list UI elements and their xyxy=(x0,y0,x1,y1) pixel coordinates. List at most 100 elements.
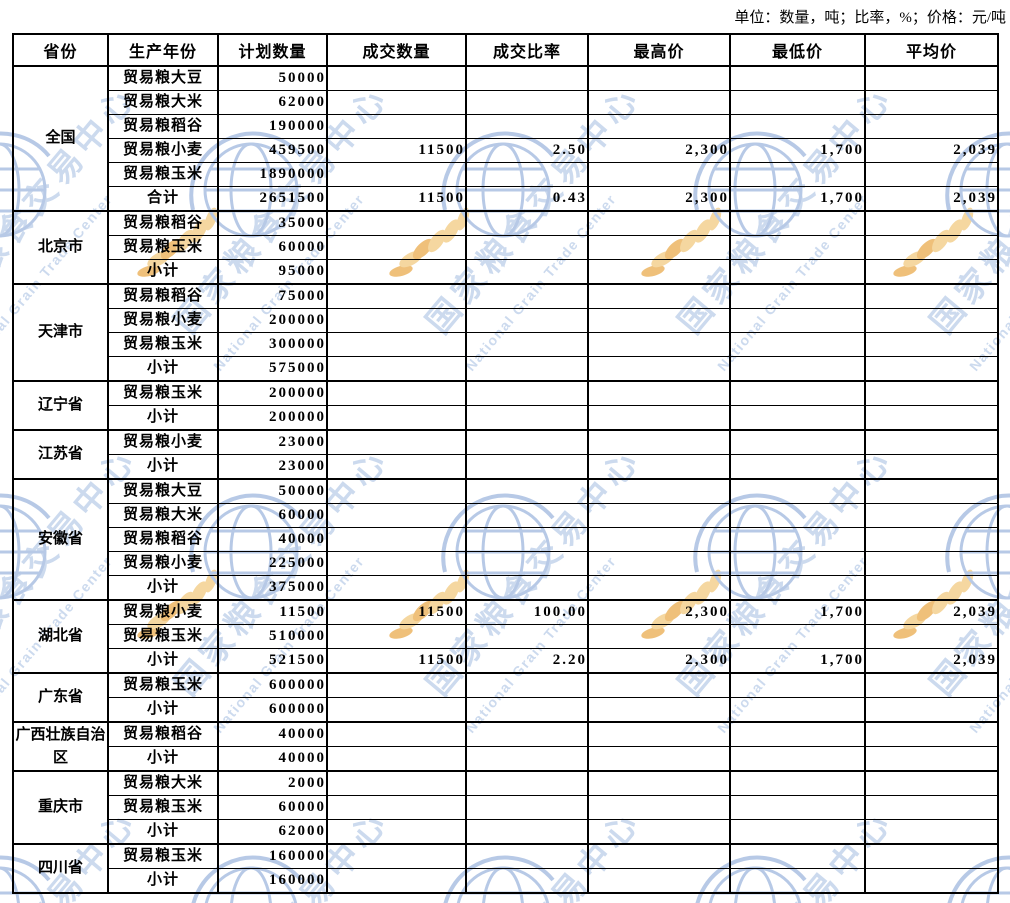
cell-high xyxy=(587,356,731,382)
table-row: 贸易粮稻谷 190000 xyxy=(13,114,999,139)
cell-type: 贸易粮小麦 xyxy=(107,599,219,625)
cell-low: 1,700 xyxy=(729,186,866,212)
cell-type: 小计 xyxy=(107,819,219,845)
cell-avg: 2,039 xyxy=(864,599,999,625)
table-row: 贸易粮稻谷 40000 xyxy=(13,527,999,552)
cell-high xyxy=(587,235,731,260)
table-row: 安徽省 贸易粮大豆 50000 xyxy=(12,478,999,601)
cell-high xyxy=(587,721,731,747)
cell-avg xyxy=(864,746,999,772)
table-row: 贸易粮小麦 459500 11500 2.50 2,300 1,700 2,039 xyxy=(13,138,999,163)
column-header-province: 省份 xyxy=(12,33,109,67)
cell-deal: 11500 xyxy=(326,599,467,625)
cell-plan: 459500 xyxy=(217,138,328,163)
cell-ratio: 100.00 xyxy=(465,599,589,625)
cell-ratio xyxy=(465,235,589,260)
province-cell: 江苏省 xyxy=(12,429,109,480)
table-row: 小计 160000 xyxy=(13,868,999,894)
cell-plan: 190000 xyxy=(217,114,328,139)
cell-high xyxy=(587,114,731,139)
cell-high: 2,300 xyxy=(587,186,731,212)
cell-type: 贸易粮玉米 xyxy=(107,843,219,869)
table-row: 全国 贸易粮大豆 50000 xyxy=(12,65,999,212)
cell-low xyxy=(729,235,866,260)
cell-deal: 11500 xyxy=(326,186,467,212)
cell-ratio xyxy=(465,697,589,723)
cell-high xyxy=(587,527,731,552)
cell-deal xyxy=(326,114,467,139)
cell-plan: 35000 xyxy=(217,210,328,236)
cell-type: 小计 xyxy=(107,648,219,674)
cell-type: 贸易粮小麦 xyxy=(107,138,219,163)
cell-avg xyxy=(864,770,999,796)
province-cell: 广西壮族自治区 xyxy=(12,721,109,772)
cell-high xyxy=(587,454,731,480)
cell-type: 贸易粮大豆 xyxy=(107,65,219,91)
cell-high xyxy=(587,746,731,772)
cell-avg xyxy=(864,551,999,576)
cell-ratio xyxy=(465,868,589,894)
cell-plan: 575000 xyxy=(217,356,328,382)
cell-avg xyxy=(864,162,999,187)
cell-type: 贸易粮小麦 xyxy=(107,551,219,576)
cell-deal xyxy=(326,697,467,723)
cell-low xyxy=(729,210,866,236)
cell-avg xyxy=(864,356,999,382)
cell-deal xyxy=(326,503,467,528)
cell-ratio xyxy=(465,405,589,431)
cell-ratio xyxy=(465,672,589,698)
cell-ratio xyxy=(465,90,589,115)
cell-avg xyxy=(864,90,999,115)
cell-low xyxy=(729,380,866,406)
cell-type: 贸易粮大米 xyxy=(107,770,219,796)
cell-high: 2,300 xyxy=(587,648,731,674)
cell-deal xyxy=(326,672,467,698)
cell-deal xyxy=(326,795,467,820)
cell-avg xyxy=(864,308,999,333)
cell-low xyxy=(729,527,866,552)
cell-high xyxy=(587,672,731,698)
cell-high xyxy=(587,843,731,869)
cell-plan: 200000 xyxy=(217,405,328,431)
cell-avg xyxy=(864,527,999,552)
cell-low xyxy=(729,721,866,747)
cell-plan: 60000 xyxy=(217,503,328,528)
cell-deal xyxy=(326,478,467,504)
cell-deal xyxy=(326,210,467,236)
cell-deal xyxy=(326,721,467,747)
cell-plan: 375000 xyxy=(217,575,328,601)
cell-ratio xyxy=(465,332,589,357)
cell-avg xyxy=(864,332,999,357)
cell-low xyxy=(729,356,866,382)
cell-low xyxy=(729,478,866,504)
table-row: 贸易粮玉米 60000 xyxy=(13,795,999,820)
cell-low xyxy=(729,332,866,357)
cell-type: 贸易粮稻谷 xyxy=(107,283,219,309)
cell-deal xyxy=(326,454,467,480)
cell-type: 贸易粮小麦 xyxy=(107,308,219,333)
cell-plan: 60000 xyxy=(217,795,328,820)
table-row: 合计 2651500 11500 0.43 2,300 1,700 2,039 xyxy=(13,186,999,212)
column-header-plan: 计划数量 xyxy=(217,33,328,67)
table-row: 贸易粮小麦 225000 xyxy=(13,551,999,576)
cell-plan: 2651500 xyxy=(217,186,328,212)
cell-type: 贸易粮玉米 xyxy=(107,332,219,357)
cell-avg xyxy=(864,478,999,504)
cell-low xyxy=(729,308,866,333)
cell-avg: 2,039 xyxy=(864,138,999,163)
cell-plan: 600000 xyxy=(217,672,328,698)
column-header-deal: 成交数量 xyxy=(326,33,467,67)
cell-high xyxy=(587,283,731,309)
cell-ratio: 2.20 xyxy=(465,648,589,674)
province-cell: 安徽省 xyxy=(12,478,109,601)
cell-ratio xyxy=(465,770,589,796)
province-cell: 广东省 xyxy=(12,672,109,723)
cell-ratio xyxy=(465,795,589,820)
cell-low xyxy=(729,746,866,772)
cell-deal xyxy=(326,283,467,309)
cell-low: 1,700 xyxy=(729,648,866,674)
cell-ratio xyxy=(465,429,589,455)
province-cell: 重庆市 xyxy=(12,770,109,845)
column-header-type: 生产年份 xyxy=(107,33,219,67)
table-row: 天津市 贸易粮稻谷 75000 xyxy=(12,283,999,382)
